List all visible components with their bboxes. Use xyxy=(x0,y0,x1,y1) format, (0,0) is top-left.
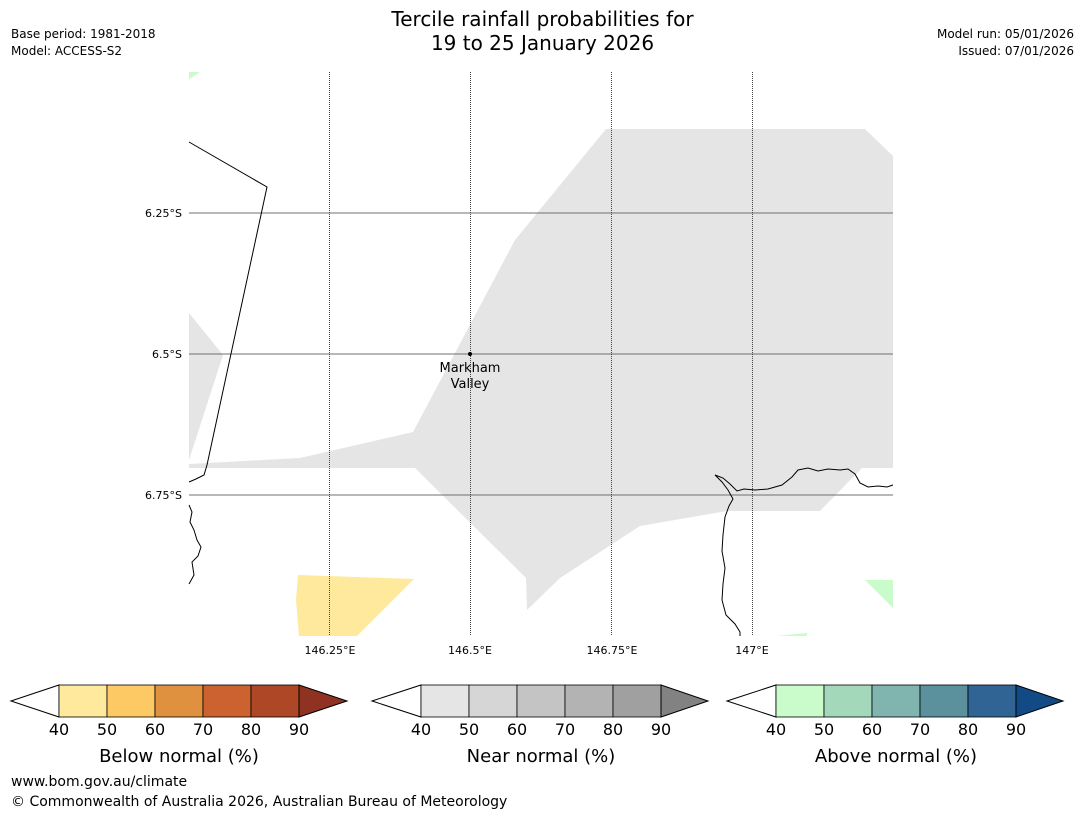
base-period: Base period: 1981-2018 xyxy=(11,27,156,41)
colorbar-segment xyxy=(871,684,921,718)
colorbar-high-extension xyxy=(298,684,349,718)
lon-label: 146.25°E xyxy=(305,644,356,657)
colorbar-high-extension xyxy=(660,684,710,718)
colorbar-segment xyxy=(106,684,156,718)
colorbar-tick-label: 50 xyxy=(459,720,479,739)
colorbar-tick-label: 80 xyxy=(958,720,978,739)
meta-left: Base period: 1981-2018 Model: ACCESS-S2 xyxy=(11,26,156,60)
colorbar-tick-label: 50 xyxy=(97,720,117,739)
lon-label: 147°E xyxy=(735,644,768,657)
colorbar-tick-label: 40 xyxy=(49,720,69,739)
colorbar-segment xyxy=(919,684,969,718)
place-label-line-2: Valley xyxy=(451,377,490,392)
place-label-line-1: Markham xyxy=(440,361,501,376)
colorbar-segment xyxy=(516,684,566,718)
colorbar-tick-label: 90 xyxy=(651,720,671,739)
colorbar-high-extension xyxy=(1015,684,1065,718)
coastline-east xyxy=(714,467,894,636)
colorbar-segment xyxy=(468,684,518,718)
region-boundary xyxy=(188,141,268,483)
colorbar-segment xyxy=(823,684,873,718)
colorbar-low-extension xyxy=(725,684,777,718)
colorbar-segment xyxy=(967,684,1017,718)
footer-copyright: © Commonwealth of Australia 2026, Austra… xyxy=(11,794,508,810)
colorbar-tick-label: 70 xyxy=(193,720,213,739)
colorbar-tick-label: 50 xyxy=(814,720,834,739)
colorbar-tick-label: 70 xyxy=(910,720,930,739)
title-line-1: Tercile rainfall probabilities for xyxy=(391,7,694,31)
above-normal-region-south xyxy=(776,633,807,636)
colorbar-segment xyxy=(775,684,825,718)
colorbar-segment xyxy=(154,684,204,718)
lat-label: 6.75°S xyxy=(145,489,182,502)
footer-url[interactable]: www.bom.gov.au/climate xyxy=(11,774,188,790)
colorbar-tick-label: 60 xyxy=(862,720,882,739)
colorbar-tick-label: 60 xyxy=(145,720,165,739)
colorbar-low-extension xyxy=(370,684,422,718)
colorbar-below-normal: 40 50 60 70 80 90 Below normal (%) xyxy=(9,684,349,767)
meta-right: Model run: 05/01/2026 Issued: 07/01/2026 xyxy=(937,26,1074,60)
colorbar-near-normal: 40 50 60 70 80 90 Near normal (%) xyxy=(370,684,710,767)
colorbar-segment xyxy=(202,684,252,718)
model-run: Model run: 05/01/2026 xyxy=(936,27,1074,41)
colorbar-tick-label: 40 xyxy=(411,720,431,739)
model-name: Model: ACCESS-S2 xyxy=(11,44,123,58)
colorbar-title: Below normal (%) xyxy=(99,746,259,767)
colorbar-segment xyxy=(612,684,662,718)
colorbar-segment xyxy=(58,684,108,718)
colorbar-tick-label: 90 xyxy=(1006,720,1026,739)
colorbar-tick-label: 90 xyxy=(289,720,309,739)
colorbar-above-normal: 40 50 60 70 80 90 Above normal (%) xyxy=(725,684,1065,767)
below-normal-region xyxy=(296,575,414,636)
longitude-gridlines xyxy=(329,72,753,636)
lon-label: 146.75°E xyxy=(587,644,638,657)
issued-date: Issued: 07/01/2026 xyxy=(958,44,1074,58)
above-normal-region-east xyxy=(865,580,893,608)
above-normal-region-corner xyxy=(189,72,200,79)
colorbar-tick-label: 40 xyxy=(766,720,786,739)
latitude-gridlines xyxy=(189,212,893,496)
colorbar-tick-label: 70 xyxy=(555,720,575,739)
colorbar-title: Near normal (%) xyxy=(467,746,616,767)
colorbar-low-extension xyxy=(9,684,60,718)
colorbar-title: Above normal (%) xyxy=(815,746,977,767)
lat-label: 6.5°S xyxy=(152,348,182,361)
coastline-west xyxy=(188,504,202,585)
colorbar-segment xyxy=(564,684,614,718)
near-normal-region-west xyxy=(189,313,223,460)
page-title: Tercile rainfall probabilities for 19 to… xyxy=(0,7,1085,55)
colorbar-segment xyxy=(420,684,470,718)
title-line-2: 19 to 25 January 2026 xyxy=(430,31,655,55)
colorbar-tick-label: 80 xyxy=(241,720,261,739)
place-marker[interactable] xyxy=(468,352,472,356)
colorbar-tick-label: 60 xyxy=(507,720,527,739)
lat-label: 6.25°S xyxy=(145,207,182,220)
colorbar-tick-label: 80 xyxy=(603,720,623,739)
colorbar-segment xyxy=(250,684,300,718)
lon-label: 146.5°E xyxy=(448,644,492,657)
near-normal-region xyxy=(189,129,893,610)
